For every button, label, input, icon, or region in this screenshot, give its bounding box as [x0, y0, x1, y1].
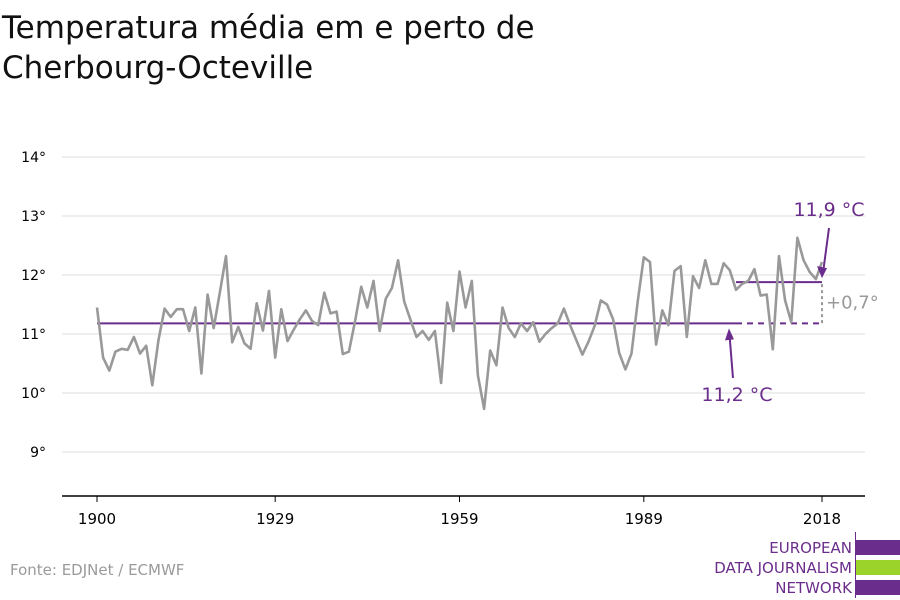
- recent-average-arrow: [822, 227, 830, 270]
- y-tick-label: 9°: [30, 445, 46, 461]
- logo-line-2: DATA JOURNALISM: [714, 559, 852, 577]
- edjnet-logo: EUROPEAN DATA JOURNALISM NETWORK: [700, 532, 900, 600]
- temperature-line: [95, 236, 824, 411]
- baseline-average-arrowhead: [724, 328, 734, 341]
- chart-title: Temperatura média em e perto de Cherbour…: [2, 10, 535, 86]
- grid-lines: [62, 156, 865, 453]
- recent-average-arrowhead: [817, 266, 827, 279]
- source-note: Fonte: EDJNet / ECMWF: [10, 561, 185, 579]
- baseline-average-arrow: [728, 338, 734, 379]
- average-lines: [97, 281, 822, 325]
- recent-average-label: 11,9 °C: [793, 199, 864, 221]
- y-axis-tick-labels: 9° 10° 11° 12° 13° 14°: [21, 150, 46, 461]
- annotations: +0,7° 11,9 °C 11,2 °C: [701, 199, 878, 406]
- logo-bar-purple-bottom: [856, 580, 900, 595]
- y-tick-label: 10°: [21, 386, 46, 402]
- y-tick-label: 12°: [21, 268, 46, 284]
- x-tick-label: 1929: [256, 510, 294, 528]
- logo-bar-green: [856, 560, 900, 575]
- difference-label: +0,7°: [826, 293, 879, 314]
- y-tick-label: 14°: [21, 150, 46, 166]
- x-tick-label: 2018: [803, 510, 841, 528]
- temperature-series: [95, 236, 824, 411]
- x-tick-label: 1959: [440, 510, 478, 528]
- x-tick-label: 1900: [78, 510, 116, 528]
- logo-divider: [855, 532, 856, 598]
- y-tick-label: 11°: [21, 327, 46, 343]
- y-tick-label: 13°: [21, 209, 46, 225]
- logo-text: EUROPEAN DATA JOURNALISM NETWORK: [714, 538, 852, 598]
- logo-line-3: NETWORK: [775, 579, 852, 597]
- x-axis: 1900 1929 1959 1989 2018: [78, 496, 841, 528]
- baseline-average-label: 11,2 °C: [701, 384, 772, 406]
- x-tick-label: 1989: [625, 510, 663, 528]
- logo-bar-purple-top: [856, 540, 900, 555]
- logo-line-1: EUROPEAN: [769, 539, 852, 557]
